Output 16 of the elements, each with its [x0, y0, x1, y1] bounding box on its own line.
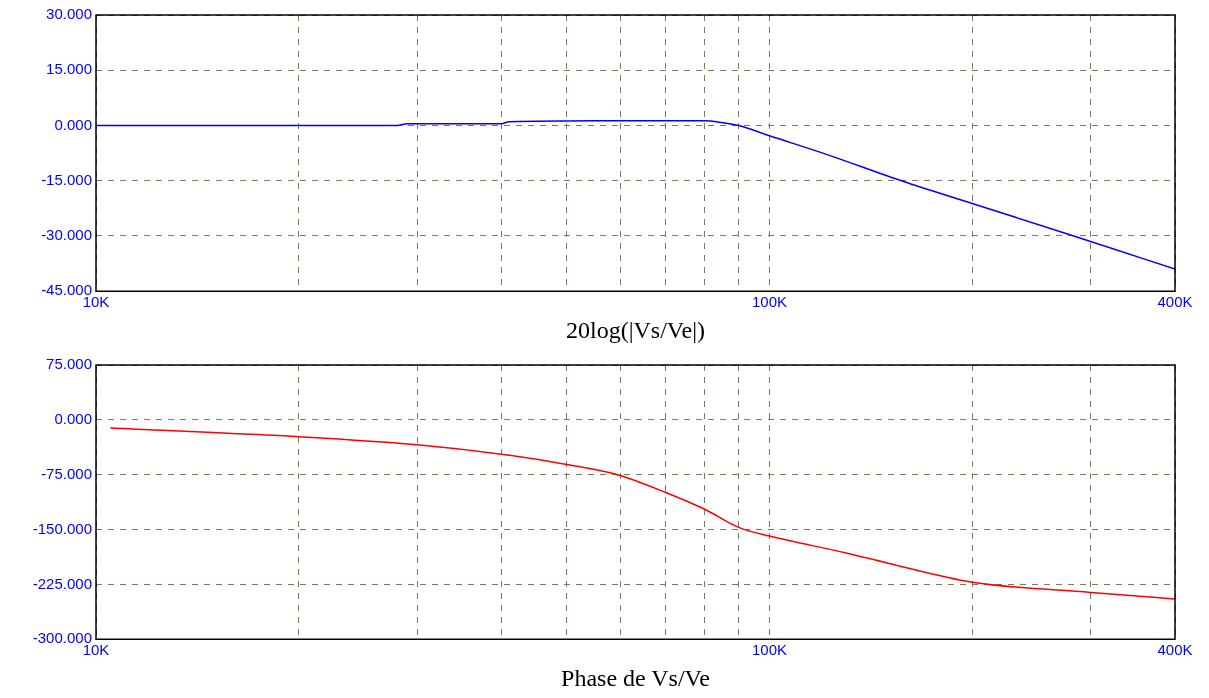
y-tick-label: -225.000	[32, 574, 92, 592]
y-tick-label: -150.000	[32, 519, 92, 537]
y-tick-label: 15.000	[46, 60, 92, 78]
x-axis-title: Phase de Vs/Ve	[561, 664, 710, 691]
y-tick-label: 75.000	[46, 355, 92, 373]
y-tick-label: 0.000	[54, 409, 92, 427]
y-tick-label: -75.000	[41, 464, 92, 482]
x-tick-label: 400K	[1157, 293, 1193, 311]
y-tick-label: 30.000	[46, 5, 92, 23]
y-tick-label: -30.000	[41, 226, 92, 244]
x-tick-label: 100K	[751, 293, 788, 311]
y-tick-label: 0.000	[54, 115, 92, 133]
x-axis-title: 20log(|Vs/Ve|)	[566, 316, 705, 343]
x-tick-label: 100K	[751, 641, 788, 659]
y-tick-label: -15.000	[41, 170, 92, 188]
x-tick-label: 400K	[1157, 641, 1193, 659]
